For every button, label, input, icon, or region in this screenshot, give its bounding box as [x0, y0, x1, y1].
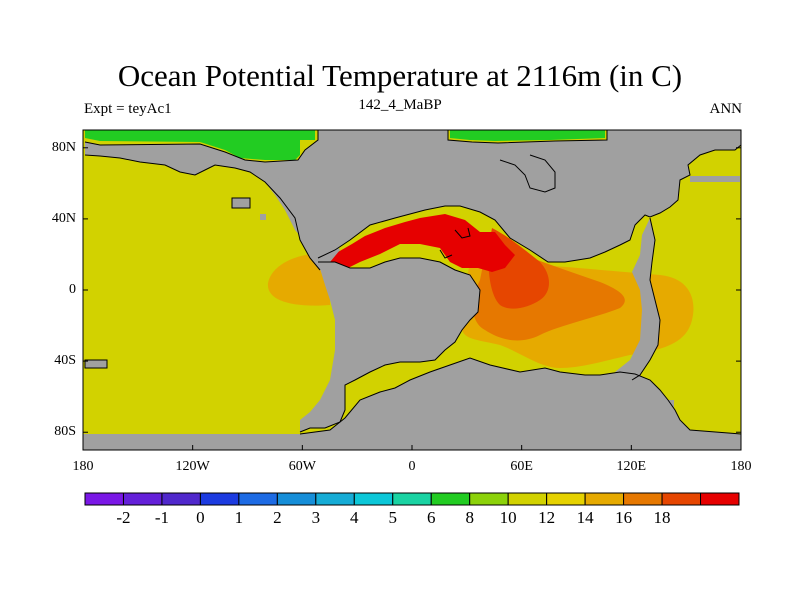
arctic-cold-water-east [450, 130, 605, 141]
laurasia-north [85, 130, 741, 262]
colorbar-swatch [546, 492, 586, 506]
colorbar-tick-label: 4 [350, 508, 359, 527]
x-tick-label: 0 [408, 459, 416, 474]
colorbar-tick-label: -2 [116, 508, 131, 527]
colorbar-swatch [584, 492, 625, 506]
colorbar-tick-label: 10 [499, 508, 517, 527]
gondwana-south [83, 358, 741, 450]
colorbar-swatch [430, 492, 471, 506]
x-tick-label: 120E [616, 459, 647, 474]
colorbar-tick-label: 6 [426, 508, 436, 527]
y-tick-marks [83, 147, 741, 433]
americas-west-coast [265, 178, 340, 270]
colorbar-tick-label: -1 [154, 508, 170, 527]
colorbar-swatch [276, 492, 317, 506]
land-masses [83, 130, 741, 450]
east-pacific-coast [615, 218, 660, 380]
time-label: 142_4_MaBP [358, 97, 442, 113]
x-tick-marks [82, 445, 742, 450]
colorbar-swatch [122, 492, 163, 506]
colorbar-tick-label: 16 [615, 508, 633, 527]
colorbar-swatch [353, 492, 394, 506]
arctic-cold-water [85, 130, 315, 160]
experiment-label: Expt = teyAc1 [84, 101, 172, 117]
coastlines [84, 130, 741, 435]
plot-title: Ocean Potential Temperature at 2116m (in… [117, 58, 683, 93]
colorbar-swatch [199, 492, 240, 506]
colorbar-tick-label: 2 [273, 508, 282, 527]
y-tick-label: 80N [51, 139, 76, 155]
tethys-hot-water [330, 214, 515, 272]
colorbar-tick-label: 8 [465, 508, 474, 527]
colorbar-swatch [661, 492, 702, 506]
colorbar-swatch [161, 492, 201, 506]
colorbar-tick-label: 3 [311, 508, 321, 527]
y-tick-label: 40N [51, 210, 76, 226]
colorbar-tick-label: 12 [538, 508, 556, 527]
x-tick-label: 120W [175, 459, 210, 474]
y-tick-label: 80S [54, 424, 76, 440]
colorbar-swatch [238, 492, 278, 506]
colorbar-swatch [315, 492, 355, 506]
x-tick-label: 180 [730, 459, 752, 474]
x-tick-label: 180 [72, 459, 94, 474]
season-label: ANN [709, 101, 743, 117]
colorbar-swatch [469, 492, 509, 506]
colorbar-swatch [392, 492, 432, 506]
colorbar [84, 492, 740, 506]
colorbar-swatch [700, 492, 740, 506]
x-tick-label: 60E [510, 459, 533, 474]
colorbar-swatch [623, 492, 663, 506]
colorbar-tick-label: 1 [234, 508, 244, 527]
colorbar-swatch [84, 492, 124, 506]
y-tick-label: 0 [69, 282, 76, 297]
x-tick-label: 60W [288, 459, 316, 474]
colorbar-tick-label: 18 [653, 508, 671, 527]
colorbar-swatch [507, 492, 548, 506]
colorbar-tick-label: 14 [576, 508, 594, 527]
y-tick-label: 40S [54, 353, 76, 369]
colorbar-tick-label: 0 [196, 508, 205, 527]
pacific-warm-tongue [267, 253, 330, 306]
colorbar-tick-label: 5 [388, 508, 398, 527]
map-field [83, 130, 741, 450]
